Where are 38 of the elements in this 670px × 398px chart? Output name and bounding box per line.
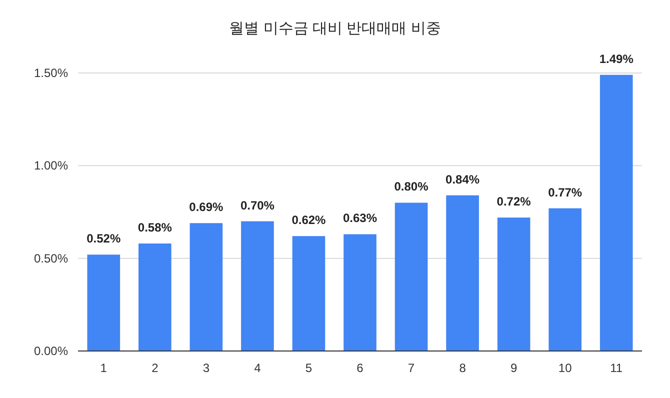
x-tick-label: 6 xyxy=(356,361,364,375)
x-tick-label: 5 xyxy=(305,361,312,375)
bar xyxy=(138,244,172,351)
data-label: 0.84% xyxy=(446,172,480,186)
data-label: 0.52% xyxy=(86,232,121,246)
y-tick-label: 1.50% xyxy=(34,66,68,80)
x-tick-label: 9 xyxy=(510,361,518,375)
bar xyxy=(600,74,633,351)
data-label: 0.69% xyxy=(189,200,224,214)
bar xyxy=(446,195,479,351)
x-tick-label: 7 xyxy=(408,361,415,375)
chart-title: 월별 미수금 대비 반대매매 비중 xyxy=(229,20,441,37)
bar xyxy=(87,254,120,351)
y-tick-label: 1.00% xyxy=(34,158,68,173)
x-tick-label: 10 xyxy=(558,361,572,375)
data-label: 0.77% xyxy=(548,185,582,200)
data-label: 0.62% xyxy=(292,213,326,228)
data-label: 0.80% xyxy=(394,180,429,194)
data-label: 0.70% xyxy=(240,198,275,212)
data-label: 1.49% xyxy=(599,52,634,66)
y-tick-label: 0.00% xyxy=(34,344,68,358)
bar xyxy=(344,234,376,351)
bar xyxy=(190,223,223,351)
x-tick-label: 8 xyxy=(459,361,466,375)
bar xyxy=(292,236,326,351)
data-label: 0.58% xyxy=(138,220,172,235)
x-tick-label: 1 xyxy=(100,361,108,375)
bar xyxy=(497,218,530,351)
x-tick-label: 11 xyxy=(610,361,623,375)
x-tick-label: 4 xyxy=(254,361,262,375)
bar xyxy=(394,202,428,351)
data-label: 0.63% xyxy=(342,211,378,226)
bar xyxy=(548,208,582,351)
bar xyxy=(241,221,274,351)
y-tick-label: 0.50% xyxy=(34,251,68,266)
x-tick-label: 2 xyxy=(152,361,159,375)
x-tick-label: 3 xyxy=(202,361,210,375)
data-label: 0.72% xyxy=(496,194,532,209)
